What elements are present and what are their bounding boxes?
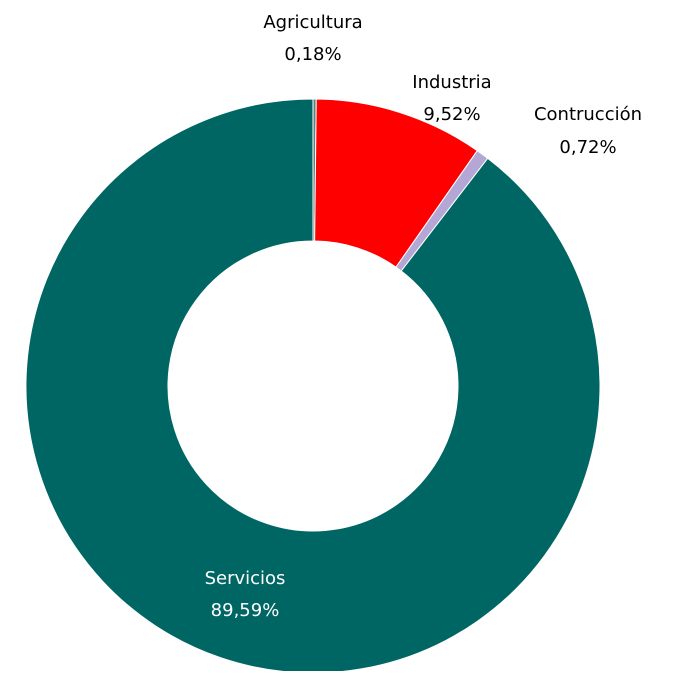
value-label-agricultura: 0,18% bbox=[284, 44, 341, 65]
value-label-servicios: 89,59% bbox=[211, 600, 280, 621]
value-label-contruccion: 0,72% bbox=[559, 137, 616, 158]
category-label-industria: Industria bbox=[412, 72, 491, 93]
slice-servicios bbox=[25, 98, 601, 674]
value-label-industria: 9,52% bbox=[423, 104, 480, 125]
category-label-contruccion: Contrucción bbox=[534, 104, 642, 125]
category-label-agricultura: Agricultura bbox=[263, 12, 362, 33]
slices bbox=[25, 98, 601, 674]
category-label-servicios: Servicios bbox=[205, 568, 286, 589]
